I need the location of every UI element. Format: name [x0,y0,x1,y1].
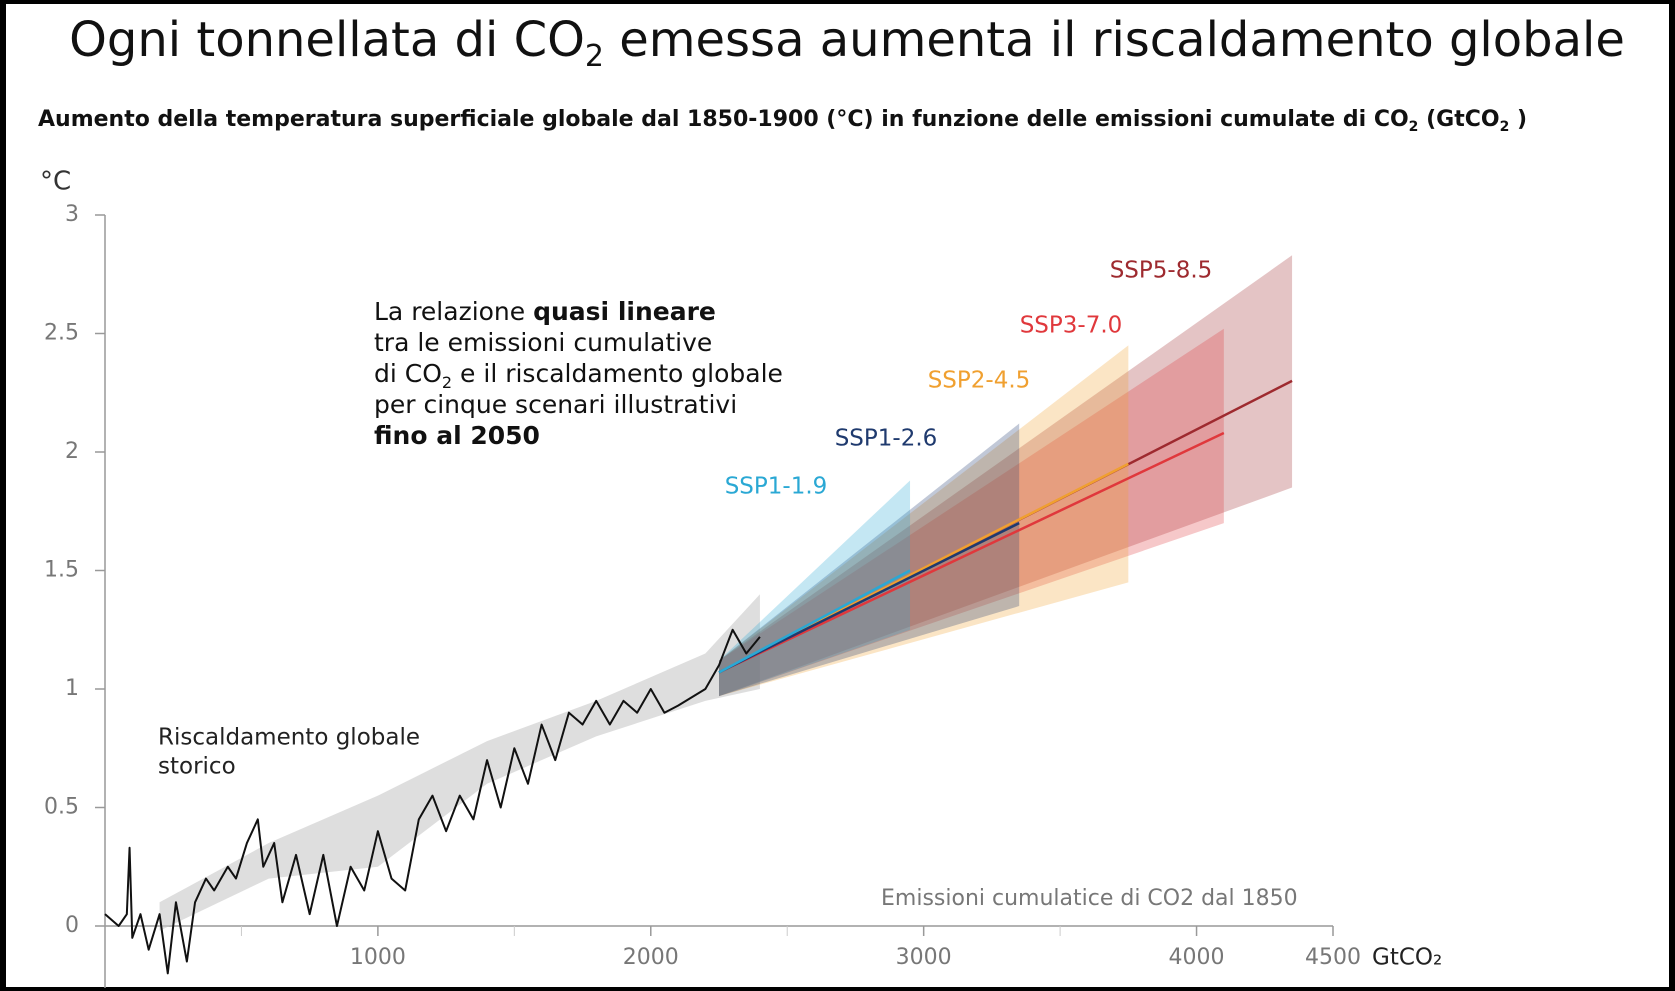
title-part: Ogni tonnellata di CO [69,12,585,68]
scenario-line [718,521,1020,674]
annotation-line: di CO2 e il riscaldamento globale [374,359,783,392]
history-band [159,594,760,931]
y-tick-label: 0.5 [44,795,79,820]
subtitle-sub: 2 [1409,119,1419,135]
scenario-range [719,255,1293,697]
y-tick-label: 2 [65,439,79,464]
annotation-bold: quasi lineare [533,297,716,326]
annotation-line: La relazione quasi lineare [374,297,716,326]
scenario-label: SSP1-2.6 [835,426,938,452]
subtitle-sub: 2 [1500,119,1510,135]
y-tick-label: 0 [65,913,79,938]
subtitle-part: ) [1509,107,1527,132]
annotation-part: e il riscaldamento globale [452,359,783,388]
annotation-line: fino al 2050 [374,421,540,450]
annotation-part: La relazione [374,297,533,326]
x-tick-label: 1000 [350,945,406,970]
history-label: storico [158,754,236,780]
scenario-range [719,345,1129,697]
x-unit: GtCO₂ [1372,945,1442,971]
x-axis-label: Emissioni cumulatice di CO2 dal 1850 [881,886,1298,911]
x-tick-label: 3000 [896,945,952,970]
title-sub: 2 [585,39,604,74]
history-label: Riscaldamento globale [158,725,420,751]
y-unit: °C [40,167,71,197]
scenario-label: SSP5-8.5 [1110,258,1213,284]
annotation-line: per cinque scenari illustrativi [374,390,737,419]
annotation-part: di CO [374,359,442,388]
title-part: emessa aumenta il riscaldamento globale [604,12,1625,68]
chart-subtitle: Aumento della temperatura superficiale g… [38,107,1527,135]
y-tick-label: 2.5 [44,321,79,346]
x-tick-label: 4500 [1305,945,1361,970]
y-tick-label: 1.5 [44,558,79,583]
annotation-sub: 2 [442,373,452,392]
y-tick-label: 3 [65,202,79,227]
history-line [104,628,761,975]
annotation-line: tra le emissioni cumulative [374,328,712,357]
y-tick-label: 1 [65,676,79,701]
scenario-line [718,431,1225,674]
subtitle-part: Aumento della temperatura superficiale g… [38,107,1409,132]
scenario-label: SSP3-7.0 [1020,313,1123,339]
scenario-range [719,480,911,697]
chart-title: Ogni tonnellata di CO2 emessa aumenta il… [69,12,1625,74]
scenario-label: SSP1-1.9 [725,474,828,500]
scenario-range [719,423,1020,697]
panel [6,4,1669,987]
x-tick-label: 4000 [1169,945,1225,970]
scenario-label: SSP2-4.5 [928,368,1031,394]
subtitle-part: (GtCO [1418,107,1499,132]
scenario-line [718,569,911,674]
x-tick-label: 2000 [623,945,679,970]
